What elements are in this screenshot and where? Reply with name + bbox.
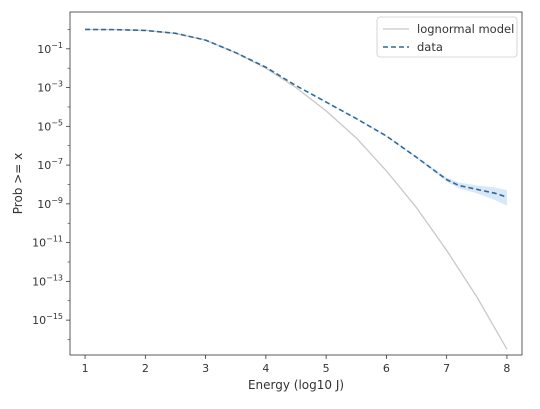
x-tick-label: 3 bbox=[202, 362, 209, 375]
legend: lognormal model data bbox=[376, 16, 518, 58]
y-tick-label: 10−1 bbox=[37, 41, 63, 56]
legend-label-data: data bbox=[417, 40, 443, 54]
x-axis-ticks: 1 2 3 4 5 6 7 8 bbox=[82, 355, 510, 375]
plot-frame bbox=[69, 11, 523, 356]
y-tick-label: 10−9 bbox=[37, 196, 63, 211]
x-tick-label: 2 bbox=[142, 362, 149, 375]
y-tick-label: 10−3 bbox=[37, 80, 63, 95]
series-layer bbox=[85, 28, 508, 350]
y-tick-label: 10−13 bbox=[32, 273, 63, 288]
series-line-data bbox=[85, 28, 508, 198]
y-axis-label: Prob >= x bbox=[11, 153, 25, 215]
y-axis-ticks: 10−1 10−3 10−5 10−7 10−9 10−11 10−13 10−15 bbox=[32, 29, 70, 340]
x-tick-label: 8 bbox=[503, 362, 510, 375]
y-tick-label: 10−15 bbox=[32, 312, 63, 327]
confidence-band-layer bbox=[85, 29, 507, 206]
x-tick-label: 1 bbox=[82, 362, 89, 375]
confidence-band bbox=[85, 29, 507, 206]
legend-box bbox=[376, 16, 518, 58]
x-tick-label: 7 bbox=[443, 362, 450, 375]
legend-label-lognormal: lognormal model bbox=[417, 22, 514, 36]
x-axis-label: Energy (log10 J) bbox=[248, 378, 344, 392]
series-line-lognormal-model bbox=[85, 28, 508, 350]
x-tick-label: 4 bbox=[262, 362, 269, 375]
y-tick-label: 10−7 bbox=[37, 157, 63, 172]
x-tick-label: 6 bbox=[383, 362, 390, 375]
x-tick-label: 5 bbox=[323, 362, 330, 375]
y-tick-label: 10−5 bbox=[37, 118, 63, 133]
y-tick-label: 10−11 bbox=[32, 235, 63, 250]
